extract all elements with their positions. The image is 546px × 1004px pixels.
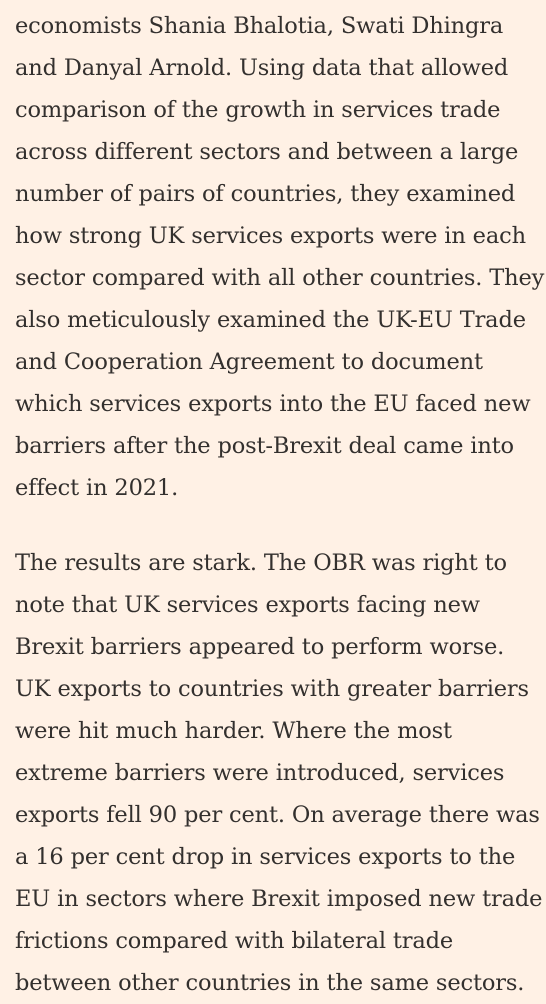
paragraph-line: a 16 per cent drop in services exports t…: [15, 844, 516, 870]
paragraph-line: UK exports to countries with greater bar…: [15, 676, 529, 702]
paragraph-line: effect in 2021.: [15, 475, 179, 501]
paragraph-line: extreme barriers were introduced, servic…: [15, 760, 505, 786]
article-paragraph-2: The results are stark. The OBR was right…: [15, 542, 542, 1004]
paragraph-line: exports fell 90 per cent. On average the…: [15, 802, 540, 828]
paragraph-line: how strong UK services exports were in e…: [15, 223, 526, 249]
article-paragraph-1: economists Shania Bhalotia, Swati Dhingr…: [15, 5, 544, 509]
paragraph-line: between other countries in the same sect…: [15, 970, 525, 996]
paragraph-line: also meticulously examined the UK-EU Tra…: [15, 307, 526, 333]
paragraph-line: frictions compared with bilateral trade: [15, 928, 454, 954]
paragraph-line: were hit much harder. Where the most: [15, 718, 452, 744]
paragraph-line: which services exports into the EU faced…: [15, 391, 531, 417]
paragraph-line: number of pairs of countries, they exami…: [15, 181, 516, 207]
paragraph-line: note that UK services exports facing new: [15, 592, 480, 618]
paragraph-line: The results are stark. The OBR was right…: [15, 550, 507, 576]
paragraph-line: EU in sectors where Brexit imposed new t…: [15, 886, 543, 912]
paragraph-line: sector compared with all other countries…: [15, 265, 545, 291]
paragraph-line: comparison of the growth in services tra…: [15, 97, 501, 123]
paragraph-line: barriers after the post-Brexit deal came…: [15, 433, 514, 459]
paragraph-line: and Cooperation Agreement to document: [15, 349, 483, 375]
paragraph-line: across different sectors and between a l…: [15, 139, 519, 165]
paragraph-line: and Danyal Arnold. Using data that allow…: [15, 55, 509, 81]
paragraph-line: economists Shania Bhalotia, Swati Dhingr…: [15, 13, 504, 39]
paragraph-line: Brexit barriers appeared to perform wors…: [15, 634, 505, 660]
